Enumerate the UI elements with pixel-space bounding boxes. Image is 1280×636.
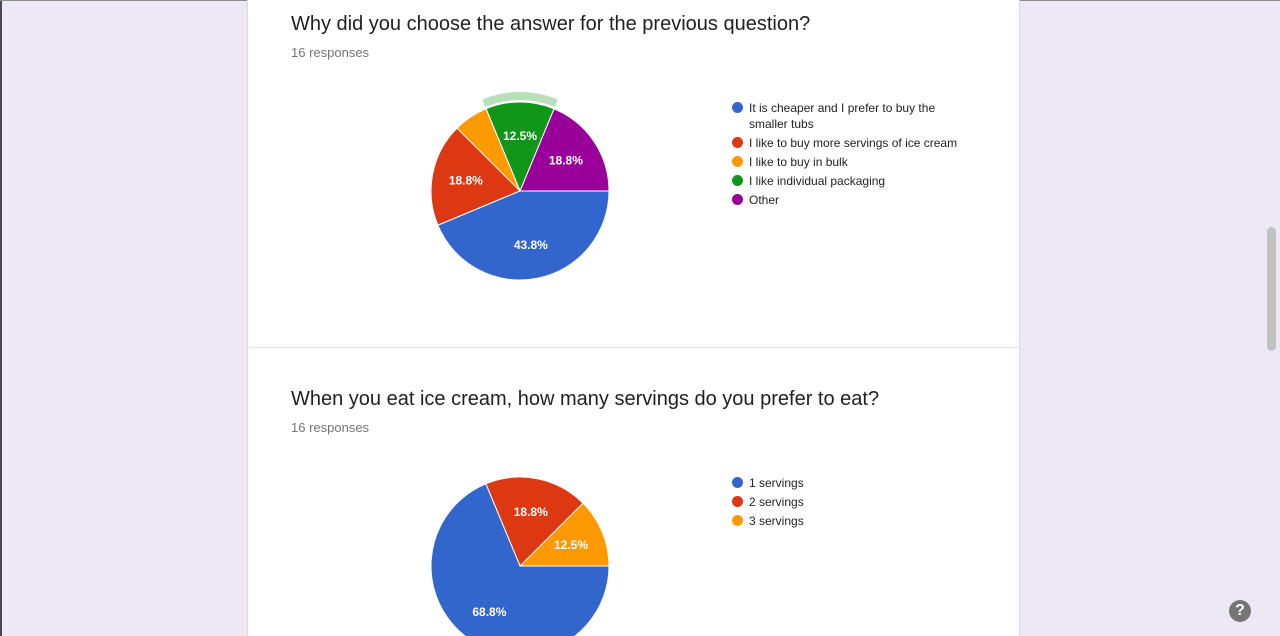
- legend-item[interactable]: Other: [732, 192, 962, 208]
- legend-label: I like individual packaging: [749, 174, 886, 188]
- slice-label: 18.8%: [549, 153, 583, 167]
- pie-slice[interactable]: [519, 108, 610, 192]
- question-title: Why did you choose the answer for the pr…: [291, 13, 811, 35]
- pie-slice[interactable]: [485, 476, 584, 567]
- window-edge: [0, 0, 2, 636]
- legend-swatch: [732, 102, 743, 113]
- legend-label: I like to buy in bulk: [749, 155, 848, 169]
- legend-item[interactable]: It is cheaper and I prefer to buy the sm…: [732, 100, 962, 132]
- slice-label: 12.5%: [503, 129, 537, 143]
- slice-label: 18.8%: [514, 505, 548, 519]
- response-count: 16 responses: [291, 420, 370, 435]
- pie-slice[interactable]: [430, 483, 610, 636]
- pie-slice[interactable]: [437, 190, 610, 281]
- pie-chart[interactable]: 12.5% 18.8% 68.8%: [430, 476, 610, 636]
- legend-item[interactable]: 1 servings: [732, 475, 962, 491]
- pie-slice[interactable]: [430, 127, 521, 226]
- slice-label: 12.5%: [554, 538, 588, 552]
- legend-item[interactable]: I like individual packaging: [732, 173, 962, 189]
- chart-legend: It is cheaper and I prefer to buy the sm…: [732, 100, 962, 211]
- question-card: Why did you choose the answer for the pr…: [248, 0, 1019, 348]
- legend-label: I like to buy more servings of ice cream: [749, 136, 958, 150]
- slice-label: 68.8%: [472, 605, 506, 619]
- legend-swatch: [732, 496, 743, 507]
- summary-sheet: Why did you choose the answer for the pr…: [247, 0, 1020, 636]
- legend-swatch: [732, 175, 743, 186]
- legend-label: 2 servings: [749, 495, 804, 509]
- legend-item[interactable]: 3 servings: [732, 513, 962, 529]
- scrollbar-thumb[interactable]: [1267, 227, 1276, 351]
- legend-label: Other: [749, 193, 780, 207]
- pie-chart[interactable]: 18.8% 12.5% 18.8% 43.8%: [430, 91, 610, 282]
- question-card: When you eat ice cream, how many serving…: [248, 348, 1019, 636]
- legend-item[interactable]: 2 servings: [732, 494, 962, 510]
- legend-label: It is cheaper and I prefer to buy the sm…: [749, 101, 936, 131]
- response-count: 16 responses: [291, 45, 370, 60]
- pie-slice[interactable]: [518, 502, 610, 567]
- chart-legend: 1 servings 2 servings 3 servings: [732, 475, 962, 532]
- legend-item[interactable]: I like to buy in bulk: [732, 154, 962, 170]
- pie-slice[interactable]: [485, 101, 555, 193]
- help-button[interactable]: ?: [1229, 600, 1251, 622]
- legend-swatch: [732, 156, 743, 167]
- legend-swatch: [732, 137, 743, 148]
- legend-swatch: [732, 477, 743, 488]
- legend-label: 1 servings: [749, 476, 804, 490]
- slice-label: 18.8%: [449, 173, 483, 187]
- legend-swatch: [732, 194, 743, 205]
- legend-swatch: [732, 515, 743, 526]
- question-title: When you eat ice cream, how many serving…: [291, 388, 880, 410]
- slice-label: 43.8%: [514, 238, 548, 252]
- legend-label: 3 servings: [749, 514, 804, 528]
- pie-slice-highlight: [482, 92, 558, 107]
- legend-item[interactable]: I like to buy more servings of ice cream: [732, 135, 962, 151]
